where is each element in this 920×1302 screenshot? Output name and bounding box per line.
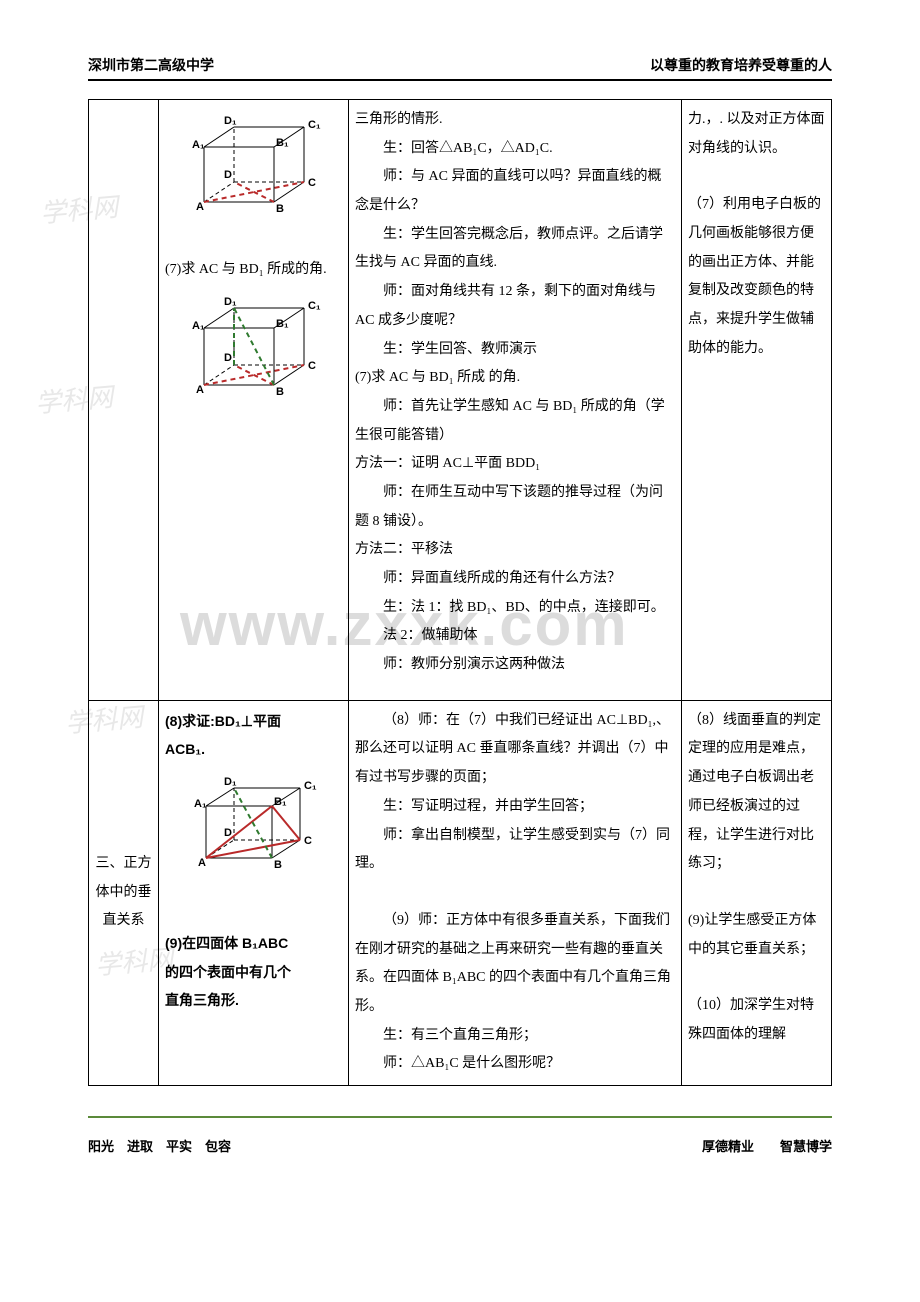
dialogue-cell: （8）师：在（7）中我们已经证出 AC⊥BD₁,、那么还可以证明 AC 垂直哪条… xyxy=(349,700,682,1085)
svg-text:A₁: A₁ xyxy=(192,139,205,151)
svg-text:A: A xyxy=(196,201,204,213)
line: (9)让学生感受正方体中的其它垂直关系； xyxy=(688,907,825,964)
line: 生：写证明过程，并由学生回答； xyxy=(355,793,675,822)
line: 师：面对角线共有 12 条，剩下的面对角线与 AC 成多少度呢？ xyxy=(355,278,675,335)
line: 师：教师分别演示这两种做法 xyxy=(355,651,675,680)
line: 生：法 1：找 BD₁、BD、的中点，连接即可。 xyxy=(355,594,675,623)
line: 师：异面直线所成的角还有什么方法？ xyxy=(355,565,675,594)
svg-text:D₁: D₁ xyxy=(224,776,237,788)
svg-text:B₁: B₁ xyxy=(276,318,289,330)
problem-cell: A B C D A₁ B₁ C₁ D₁ (7)求 AC 与 BD₁ 所成的角 xyxy=(159,100,349,701)
cube-diagram-3: A B C D A₁ B₁ C₁ D₁ xyxy=(165,770,342,897)
svg-text:B: B xyxy=(274,859,282,871)
line: 师：首先让学生感知 AC 与 BD₁ 所成的角（学生很可能答错） xyxy=(355,393,675,450)
section-label-cell: 三、正方体中的垂直关系 xyxy=(89,700,159,1085)
svg-text:D₁: D₁ xyxy=(224,115,237,127)
line: （8）师：在（7）中我们已经证出 AC⊥BD₁,、那么还可以证明 AC 垂直哪条… xyxy=(355,707,675,793)
page-header: 深圳市第二高级中学 以尊重的教育培养受尊重的人 xyxy=(88,55,832,81)
line: （8）线面垂直的判定定理的应用是难点，通过电子白板调出老师已经板演过的过程，让学… xyxy=(688,707,825,879)
line: （7）利用电子白板的几何画板能够很方便的画出正方体、并能复制及改变颜色的特点，来… xyxy=(688,191,825,363)
line: 三角形的情形. xyxy=(355,106,675,135)
line: 师：与 AC 异面的直线可以吗？异面直线的概念是什么？ xyxy=(355,163,675,220)
notes-cell: （8）线面垂直的判定定理的应用是难点，通过电子白板调出老师已经板演过的过程，让学… xyxy=(682,700,832,1085)
svg-text:D: D xyxy=(224,827,232,839)
svg-text:C₁: C₁ xyxy=(304,780,317,792)
line: 生：有三个直角三角形； xyxy=(355,1022,675,1051)
svg-text:A: A xyxy=(196,384,204,396)
problem-cell: (8)求证:BD₁⊥平面 ACB₁. xyxy=(159,700,349,1085)
lesson-table: A B C D A₁ B₁ C₁ D₁ (7)求 AC 与 BD₁ 所成的角 xyxy=(88,99,832,1086)
svg-text:B₁: B₁ xyxy=(274,796,287,808)
footer-left: 阳光 进取 平实 包容 xyxy=(88,1136,231,1155)
footer-right: 厚德精业 智慧博学 xyxy=(702,1136,832,1155)
page-footer: 阳光 进取 平实 包容 厚德精业 智慧博学 xyxy=(88,1118,832,1155)
section-label-cell xyxy=(89,100,159,701)
svg-text:D: D xyxy=(224,352,232,364)
line: 生：回答△AB₁C，△AD₁C. xyxy=(355,135,675,164)
svg-text:A: A xyxy=(198,857,206,869)
table-row: 三、正方体中的垂直关系 (8)求证:BD₁⊥平面 ACB₁. xyxy=(89,700,832,1085)
question-8: (8)求证:BD₁⊥平面 xyxy=(165,707,342,736)
svg-text:D₁: D₁ xyxy=(224,296,237,308)
svg-text:C: C xyxy=(304,835,312,847)
svg-text:D: D xyxy=(224,169,232,181)
table-row: A B C D A₁ B₁ C₁ D₁ (7)求 AC 与 BD₁ 所成的角 xyxy=(89,100,832,701)
line: （10）加深学生对特殊四面体的理解 xyxy=(688,992,825,1049)
line: 法 2：做辅助体 xyxy=(355,622,675,651)
line: 方法二：平移法 xyxy=(355,536,675,565)
dialogue-cell: 三角形的情形. 生：回答△AB₁C，△AD₁C. 师：与 AC 异面的直线可以吗… xyxy=(349,100,682,701)
svg-text:C₁: C₁ xyxy=(308,119,321,131)
line: 力.，. 以及对正方体面对角线的认识。 xyxy=(688,106,825,163)
line: （9）师：正方体中有很多垂直关系，下面我们在刚才研究的基础之上再来研究一些有趣的… xyxy=(355,907,675,1022)
line: 生：学生回答完概念后，教师点评。之后请学生找与 AC 异面的直线. xyxy=(355,221,675,278)
header-right: 以尊重的教育培养受尊重的人 xyxy=(650,55,832,75)
line: 方法一：证明 AC⊥平面 BDD₁ xyxy=(355,450,675,479)
question-9c: 直角三角形. xyxy=(165,986,342,1015)
line: 师：拿出自制模型，让学生感受到实与（7）同理。 xyxy=(355,822,675,879)
line: 师：△AB₁C 是什么图形呢？ xyxy=(355,1050,675,1079)
cube-diagram-1: A B C D A₁ B₁ C₁ D₁ xyxy=(165,112,342,244)
svg-text:A₁: A₁ xyxy=(192,320,205,332)
question-9b: 的四个表面中有几个 xyxy=(165,958,342,987)
svg-text:B₁: B₁ xyxy=(276,137,289,149)
svg-text:C: C xyxy=(308,360,316,372)
svg-text:C₁: C₁ xyxy=(308,300,321,312)
question-7: (7)求 AC 与 BD₁ 所成的角. xyxy=(165,256,342,285)
cube-diagram-2: A B C D A₁ B₁ C₁ D₁ xyxy=(165,290,342,427)
svg-text:B: B xyxy=(276,203,284,215)
question-9a: (9)在四面体 B₁ABC xyxy=(165,929,342,958)
svg-text:A₁: A₁ xyxy=(194,798,207,810)
question-8b: ACB₁. xyxy=(165,735,342,764)
line: 生：学生回答、教师演示 xyxy=(355,336,675,365)
svg-text:C: C xyxy=(308,177,316,189)
header-left: 深圳市第二高级中学 xyxy=(88,55,214,75)
line: 师：在师生互动中写下该题的推导过程（为问题 8 铺设）。 xyxy=(355,479,675,536)
line: (7)求 AC 与 BD₁ 所成 的角. xyxy=(355,364,675,393)
notes-cell: 力.，. 以及对正方体面对角线的认识。 （7）利用电子白板的几何画板能够很方便的… xyxy=(682,100,832,701)
svg-text:B: B xyxy=(276,386,284,398)
